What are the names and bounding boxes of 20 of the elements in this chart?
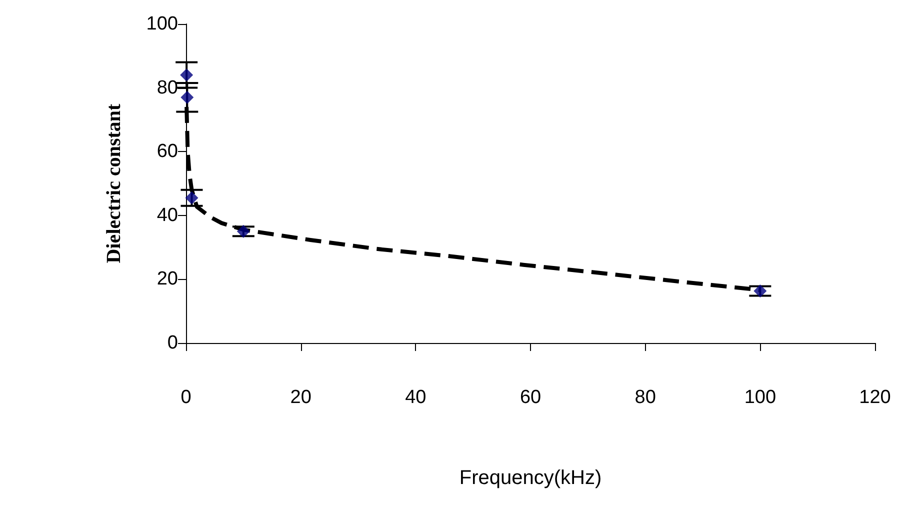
x-tick-label: 80: [634, 387, 656, 408]
point: [180, 68, 194, 82]
y-tick-label: 0: [167, 332, 178, 354]
x-tick-label: 60: [520, 387, 542, 408]
x-tick-label: 40: [405, 387, 426, 408]
y-axis-title: Dielectric constant: [103, 103, 125, 264]
y-tick-label: 20: [156, 268, 178, 290]
point: [185, 191, 198, 204]
x-tick-label: 120: [859, 387, 891, 408]
x-tick-label: 20: [290, 387, 312, 408]
x-tick-label: 0: [180, 387, 192, 408]
y-tick-label: 60: [156, 141, 178, 162]
point: [180, 90, 194, 104]
y-tick-label: 100: [146, 14, 178, 34]
point: [236, 224, 250, 238]
point: [754, 284, 767, 298]
y-tick-label: 40: [156, 204, 178, 226]
x-tick-label: 100: [744, 387, 776, 408]
x-axis-title: Frequency(kHz): [459, 467, 602, 489]
y-tick-label: 80: [156, 77, 178, 98]
